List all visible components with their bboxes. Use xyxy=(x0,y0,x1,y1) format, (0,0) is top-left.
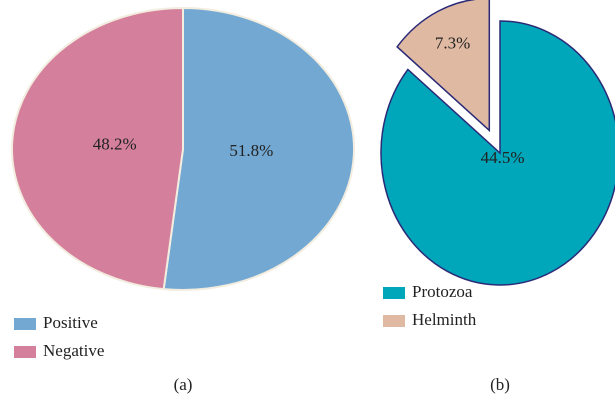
legend-label: Negative xyxy=(43,341,104,360)
legend-swatch xyxy=(383,287,405,299)
legend-swatch xyxy=(383,315,405,327)
legend-label: Positive xyxy=(43,313,98,332)
pie-slice xyxy=(162,6,355,291)
slice-label: 48.2% xyxy=(93,135,137,154)
slice-label: 51.8% xyxy=(229,141,273,160)
pie-slice xyxy=(396,0,491,133)
pie-slice xyxy=(11,6,184,291)
legend-label: Protozoa xyxy=(412,282,473,301)
legend-swatch xyxy=(14,346,36,358)
caption: (a) xyxy=(174,375,193,394)
legend-label: Helminth xyxy=(412,310,477,329)
slice-label: 44.5% xyxy=(481,148,525,167)
legend-swatch xyxy=(14,318,36,330)
caption: (b) xyxy=(490,375,510,394)
pie-slice xyxy=(380,20,615,286)
slice-label: 7.3% xyxy=(435,33,470,52)
